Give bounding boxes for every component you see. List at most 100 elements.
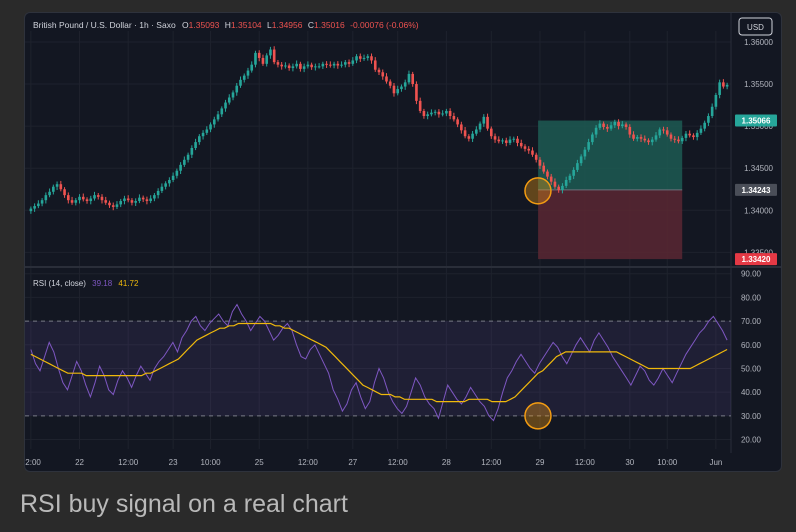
rsi-ma-line: [30, 322, 728, 403]
candle-body: [422, 110, 426, 117]
candle-body: [430, 112, 433, 115]
candle-body: [489, 128, 493, 137]
candle-body: [55, 184, 59, 187]
candle-body: [366, 56, 370, 58]
candle-body: [665, 130, 669, 135]
close-value: 1.35016: [314, 20, 345, 30]
candle-body: [624, 124, 628, 127]
candle-body: [714, 94, 718, 107]
candle-body: [201, 132, 205, 137]
rsi-legend-name: RSI (14, close): [33, 279, 86, 288]
candle-body: [632, 134, 635, 139]
candle-body: [452, 116, 456, 120]
time-tick-label: 12:00: [298, 458, 319, 467]
price-tick-label: 1.35000: [744, 122, 773, 131]
candle-body: [321, 63, 325, 67]
chart-canvas[interactable]: 1.36000 1.35500 1.35000 1.34500 1.34000 1.335…: [25, 13, 781, 471]
candle-body: [493, 136, 497, 140]
candle-body: [287, 65, 291, 69]
candle-body: [418, 100, 422, 111]
candle-body: [669, 134, 673, 139]
time-tick-label: 12:00: [388, 458, 409, 467]
candle-body: [108, 202, 111, 206]
candle-body: [332, 63, 336, 66]
time-tick-label: 10:00: [201, 458, 222, 467]
candle-body: [299, 63, 302, 69]
time-tick-label: 12:00: [118, 458, 139, 467]
candle-body: [93, 195, 96, 199]
candle-body: [415, 84, 418, 101]
candle-body: [250, 64, 254, 71]
candle-body: [340, 64, 343, 66]
candle-body: [553, 181, 557, 187]
candle-body: [347, 62, 351, 64]
candle-body: [467, 136, 471, 139]
chart-card: 1.36000 1.35500 1.35000 1.34500 1.34000 1.335…: [24, 12, 782, 472]
candle-body: [153, 195, 156, 199]
candle-body: [314, 66, 317, 68]
candle-body: [471, 133, 474, 139]
candle-body: [654, 135, 658, 140]
candle-body: [564, 179, 568, 186]
rsi-tick-label: 70.00: [741, 317, 762, 326]
candle-body: [635, 137, 639, 139]
candle-body: [441, 113, 444, 115]
candle-body: [284, 65, 287, 67]
candle-body: [534, 154, 538, 160]
candle-body: [538, 159, 542, 166]
candle-body: [310, 64, 313, 68]
candle-body: [587, 142, 590, 150]
time-tick-label: 30: [625, 458, 634, 467]
price-signal-circle: [524, 177, 552, 205]
time-tick-label: 10:00: [657, 458, 678, 467]
candle-body: [119, 201, 123, 205]
candle-body: [448, 110, 452, 117]
candle-body: [194, 142, 197, 148]
candle-body: [138, 197, 141, 202]
rsi-tick-label: 20.00: [741, 436, 762, 445]
candle-body: [501, 140, 504, 142]
candle-body: [370, 56, 373, 61]
time-tick-label: 23: [169, 458, 178, 467]
candle-body: [179, 164, 182, 171]
candle-body: [403, 82, 407, 87]
candle-body: [519, 142, 523, 147]
candle-body: [175, 170, 179, 176]
candle-body: [351, 60, 355, 64]
candle-body: [355, 56, 358, 61]
candle-body: [52, 186, 55, 192]
candle-body: [171, 175, 175, 180]
candle-body: [291, 66, 295, 69]
candle-body: [239, 79, 242, 86]
high-label: H: [225, 20, 231, 30]
candle-body: [680, 137, 684, 142]
candle-body: [628, 126, 632, 135]
time-tick-label: 12:00: [481, 458, 502, 467]
time-tick-label: 22: [75, 458, 84, 467]
candle-body: [115, 204, 119, 207]
candle-body: [445, 110, 448, 114]
candle-body: [231, 92, 235, 98]
candle-body: [145, 199, 149, 202]
candle-body: [269, 49, 272, 56]
candle-body: [516, 138, 519, 143]
candle-body: [104, 200, 108, 203]
candle-body: [96, 195, 100, 197]
candle-body: [209, 124, 212, 130]
candle-body: [531, 150, 534, 155]
candle-body: [317, 66, 321, 68]
currency-button[interactable]: [738, 17, 773, 36]
close-label: C: [308, 20, 314, 30]
price-badge: [735, 114, 777, 127]
candle-body: [149, 198, 152, 202]
caption: RSI buy signal on a real chart: [20, 490, 348, 518]
candle-body: [662, 129, 665, 131]
candle-body: [606, 126, 609, 129]
candle-body: [546, 171, 549, 177]
candle-body: [658, 129, 662, 136]
price-badge: [735, 253, 777, 266]
candle-body: [130, 200, 134, 203]
candle-body: [190, 148, 194, 155]
candle-body: [433, 111, 437, 113]
